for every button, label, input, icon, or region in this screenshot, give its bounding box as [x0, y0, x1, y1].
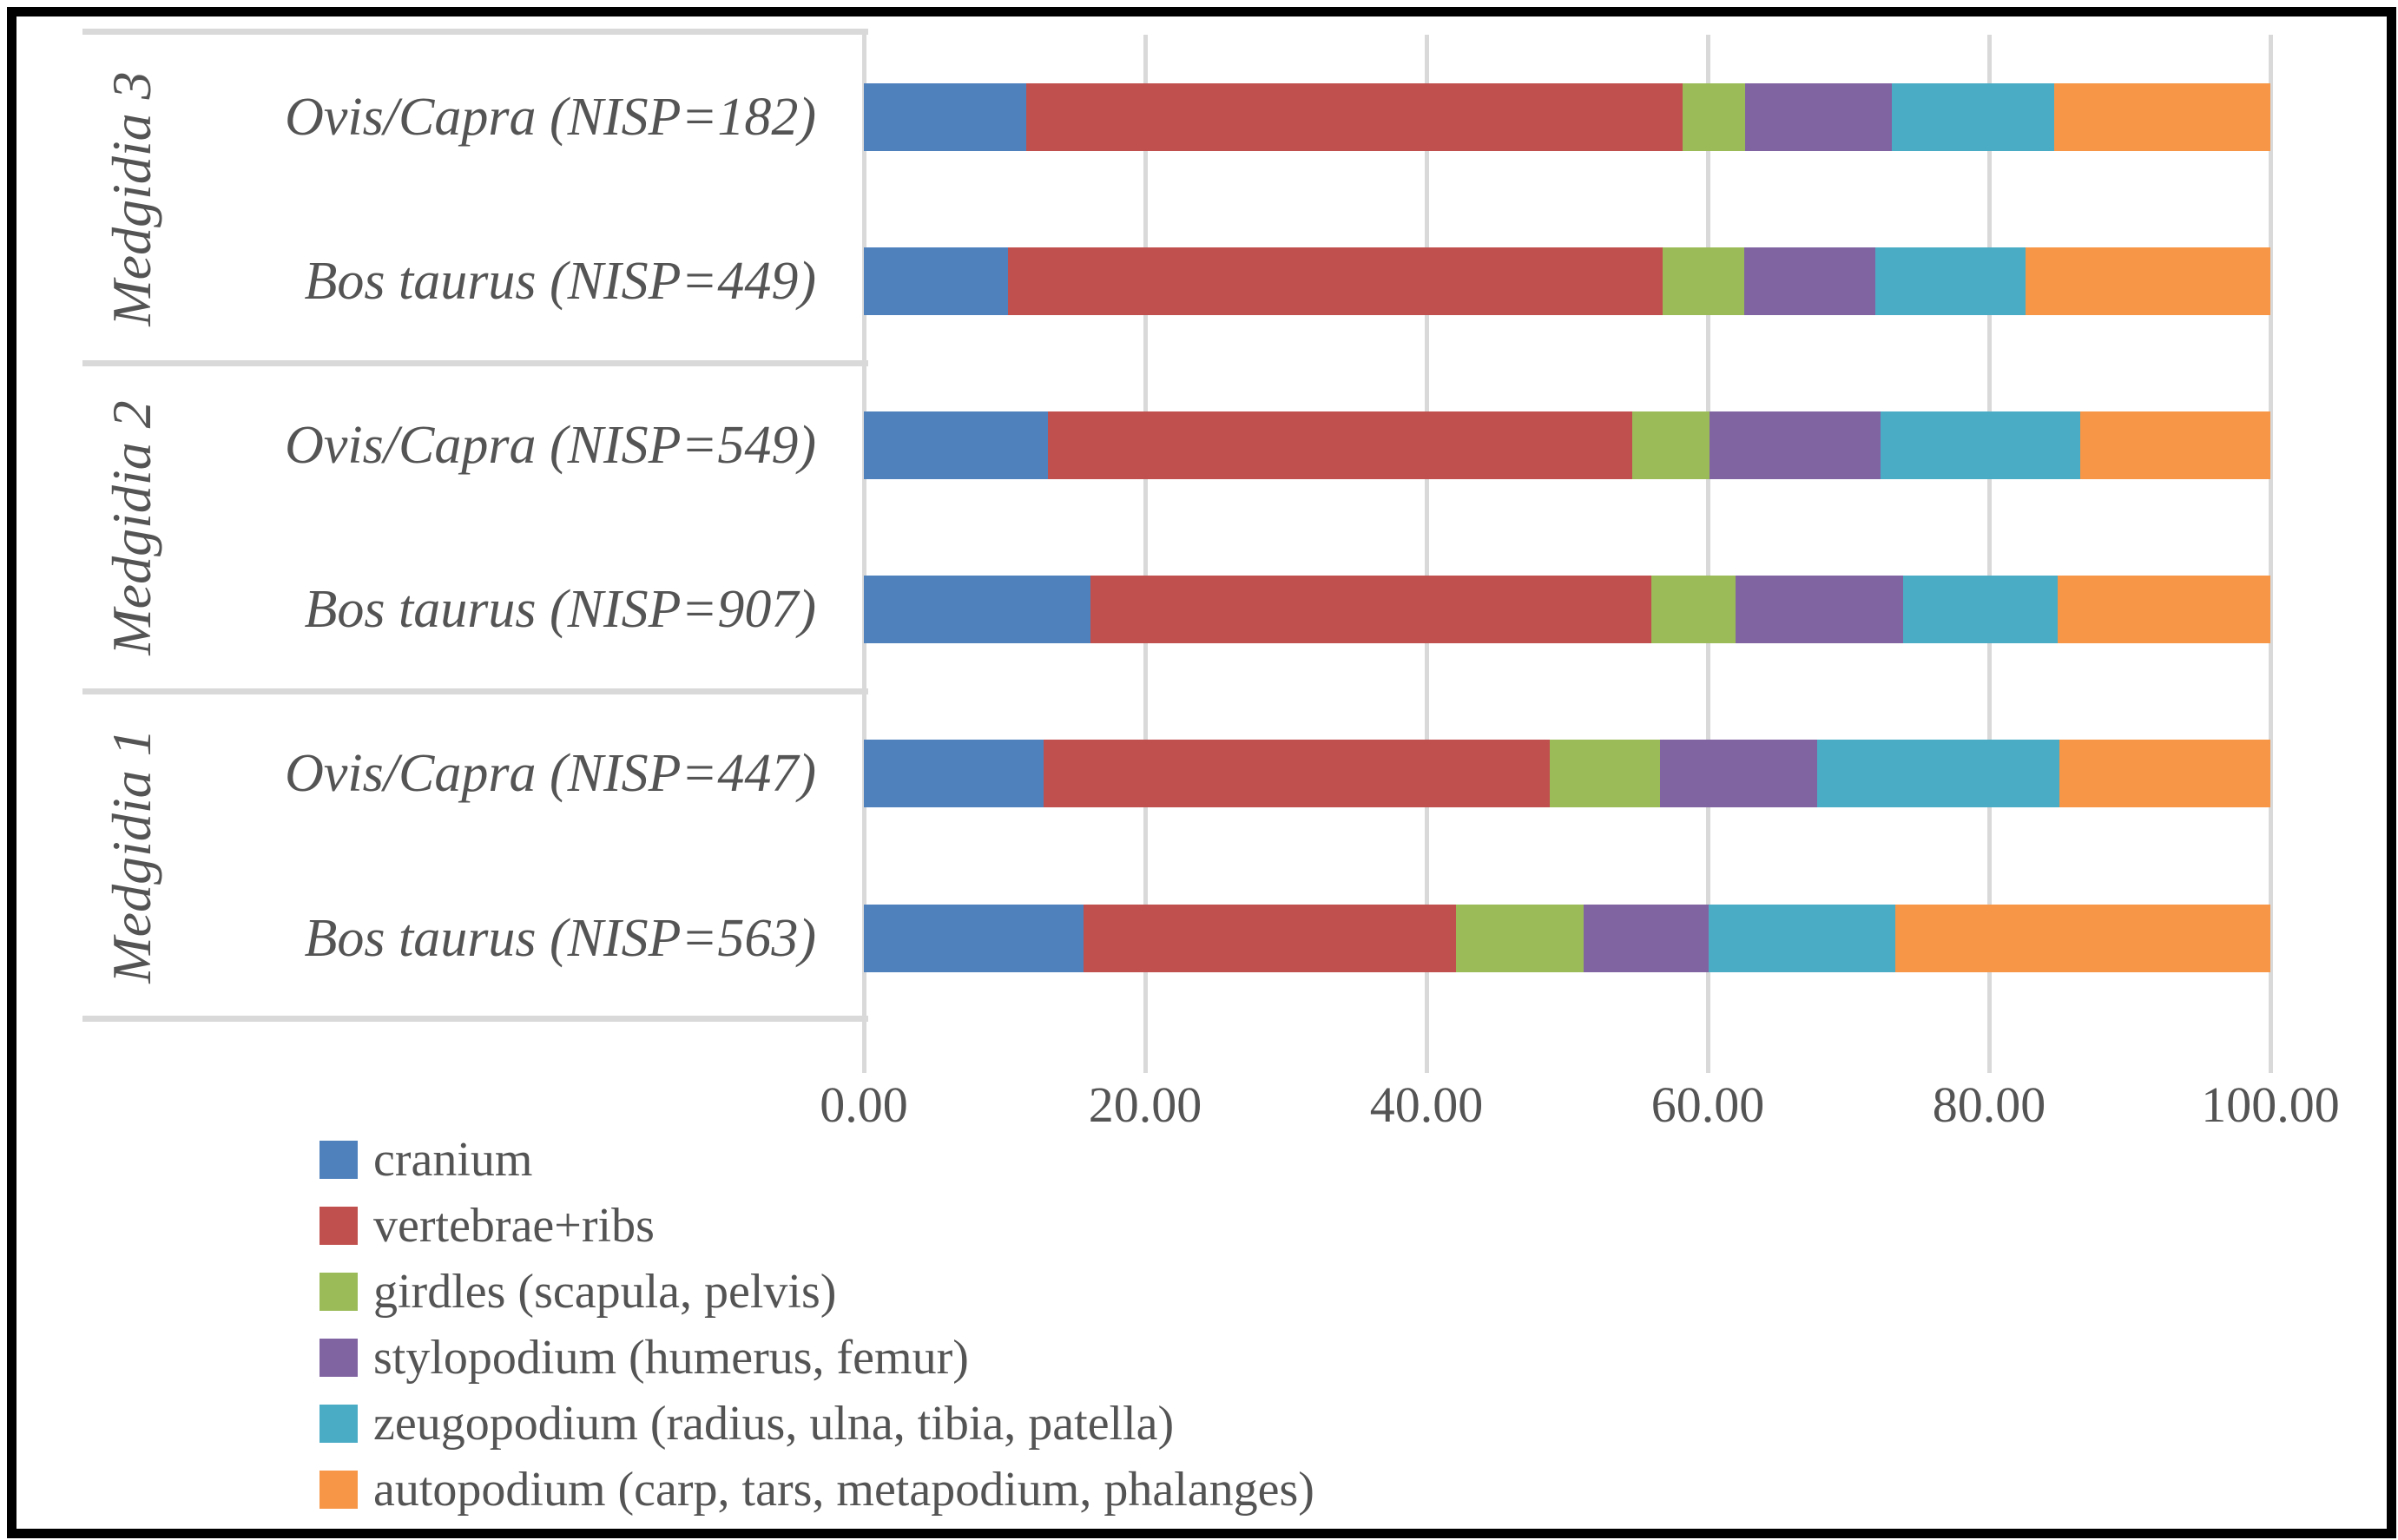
bar-segment-vertebrae-ribs	[1025, 82, 1683, 151]
bar-segment-cranium	[864, 411, 1049, 479]
legend: cranium vertebrae+ribs girdles (scapula, p…	[320, 1127, 1314, 1523]
legend-swatch-stylopodium	[320, 1339, 358, 1377]
bar-row	[864, 411, 2270, 479]
bar-segment-autopodium	[1895, 904, 2270, 972]
legend-item: vertebrae+ribs	[320, 1193, 1314, 1259]
bar-segment-stylopodium	[1735, 576, 1903, 644]
legend-label: zeugopodium (radius, ulna, tibia, patell…	[373, 1397, 1175, 1451]
legend-label: cranium	[373, 1133, 533, 1187]
bar-segment-cranium	[864, 247, 1008, 315]
category-label: Bos taurus (NISP=907)	[304, 580, 816, 640]
x-axis-tick-label: 40.00	[1369, 1076, 1484, 1133]
category-label: Bos taurus (NISP=563)	[304, 908, 816, 968]
bar-segment-girdles	[1651, 576, 1736, 644]
bar-segment-girdles	[1456, 904, 1584, 972]
bar-segment-stylopodium	[1744, 82, 1892, 151]
x-axis-tick-label: 20.00	[1088, 1076, 1202, 1133]
bar-segment-vertebrae-ribs	[1090, 576, 1652, 644]
bar-segment-autopodium	[2026, 247, 2270, 315]
gridline-80	[1987, 35, 1992, 1073]
legend-item: stylopodium (humerus, femur)	[320, 1325, 1314, 1391]
bar-segment-cranium	[864, 82, 1026, 151]
category-label: Bos taurus (NISP=449)	[304, 251, 816, 311]
bar-segment-vertebrae-ribs	[1007, 247, 1663, 315]
bar-segment-stylopodium	[1709, 411, 1881, 479]
bar-row	[864, 82, 2270, 151]
legend-item: girdles (scapula, pelvis)	[320, 1259, 1314, 1325]
legend-label: autopodium (carp, tars, metapodium, phal…	[373, 1463, 1314, 1517]
gridline-20	[1143, 35, 1148, 1073]
category-label: Ovis/Capra (NISP=182)	[285, 87, 816, 147]
bar-segment-girdles	[1683, 82, 1745, 151]
category-group-divider	[82, 359, 868, 366]
bar-segment-zeugopodium	[1881, 411, 2081, 479]
bar-segment-cranium	[864, 740, 1044, 808]
legend-swatch-girdles	[320, 1273, 358, 1311]
legend-swatch-zeugopodium	[320, 1405, 358, 1443]
gridline-60	[1706, 35, 1710, 1073]
bar-segment-autopodium	[2059, 740, 2270, 808]
category-label: Ovis/Capra (NISP=447)	[285, 744, 816, 804]
legend-swatch-vertebrae-ribs	[320, 1207, 358, 1245]
bar-segment-vertebrae-ribs	[1043, 740, 1550, 808]
bar-segment-stylopodium	[1659, 740, 1818, 808]
legend-label: vertebrae+ribs	[373, 1199, 655, 1253]
bar-row	[864, 247, 2270, 315]
bar-segment-stylopodium	[1743, 247, 1876, 315]
legend-label: girdles (scapula, pelvis)	[373, 1265, 837, 1319]
bar-segment-cranium	[864, 576, 1090, 644]
bar-segment-zeugopodium	[1708, 904, 1896, 972]
legend-item: autopodium (carp, tars, metapodium, phal…	[320, 1457, 1314, 1523]
bar-row	[864, 740, 2270, 808]
group-label: Medgidia 1	[101, 728, 162, 984]
legend-item: zeugopodium (radius, ulna, tibia, patell…	[320, 1391, 1314, 1457]
bar-segment-girdles	[1632, 411, 1710, 479]
bar-segment-autopodium	[2080, 411, 2270, 479]
bar-segment-girdles	[1550, 740, 1660, 808]
category-group-divider	[82, 688, 868, 695]
gridline-100	[2269, 35, 2273, 1073]
legend-item: cranium	[320, 1127, 1314, 1193]
x-axis-tick-label: 100.00	[2201, 1076, 2340, 1133]
legend-swatch-autopodium	[320, 1471, 358, 1509]
category-panel-edge	[82, 29, 868, 35]
category-label: Ovis/Capra (NISP=549)	[285, 416, 816, 475]
bar-segment-zeugopodium	[1902, 576, 2059, 644]
bar-row	[864, 576, 2270, 644]
legend-swatch-cranium	[320, 1141, 358, 1179]
legend-label: stylopodium (humerus, femur)	[373, 1331, 969, 1385]
bar-segment-zeugopodium	[1817, 740, 2060, 808]
bar-segment-girdles	[1662, 247, 1744, 315]
bar-segment-autopodium	[2058, 576, 2270, 644]
x-axis-tick-label: 80.00	[1932, 1076, 2046, 1133]
bar-segment-zeugopodium	[1875, 247, 2026, 315]
bar-row	[864, 904, 2270, 972]
bar-segment-stylopodium	[1583, 904, 1709, 972]
category-panel-edge	[82, 1016, 868, 1022]
bar-segment-zeugopodium	[1891, 82, 2054, 151]
x-axis-tick-label: 0.00	[820, 1076, 908, 1133]
gridline-0	[862, 35, 866, 1073]
gridline-40	[1425, 35, 1429, 1073]
bar-segment-cranium	[864, 904, 1084, 972]
x-axis-tick-label: 60.00	[1650, 1076, 1765, 1133]
bar-segment-vertebrae-ribs	[1048, 411, 1633, 479]
bar-segment-vertebrae-ribs	[1084, 904, 1457, 972]
bar-segment-autopodium	[2053, 82, 2270, 151]
